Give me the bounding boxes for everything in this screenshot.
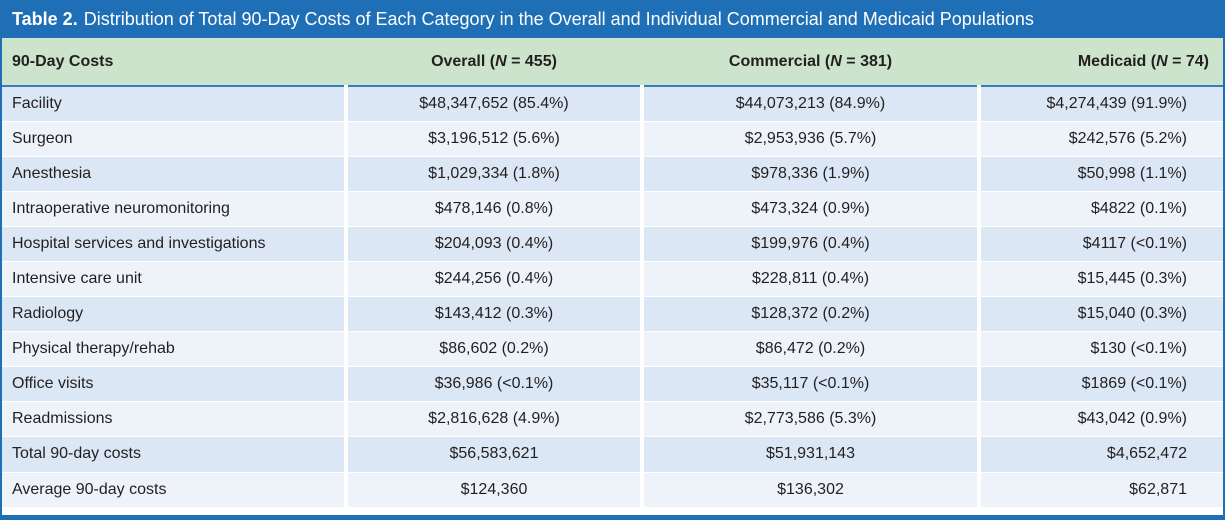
cell-commercial: $44,073,213 (84.9%) [640, 86, 979, 122]
cell-category: Total 90-day costs [2, 436, 346, 473]
table-caption: Distribution of Total 90-Day Costs of Ea… [83, 8, 1034, 29]
cell-medicaid: $130 (<0.1%) [977, 331, 1223, 368]
table-row: Radiology $143,412 (0.3%) $128,372 (0.2%) $… [2, 296, 1223, 333]
cell-medicaid: $15,445 (0.3%) [977, 261, 1223, 298]
cell-category: Intraoperative neuromonitoring [2, 191, 346, 227]
cell-category: Hospital services and investigations [2, 226, 346, 262]
cell-category: Physical therapy/rehab [2, 331, 346, 368]
cell-medicaid: $62,871 [977, 472, 1223, 508]
cell-overall: $478,146 (0.8%) [344, 191, 642, 227]
header-commercial: Commercial (N = 381) [642, 38, 979, 87]
cell-commercial: $2,773,586 (5.3%) [640, 401, 979, 438]
table-title: Table 2. Distribution of Total 90-Day Co… [2, 0, 1223, 38]
cell-medicaid: $4822 (0.1%) [977, 191, 1223, 227]
cell-medicaid: $4117 (<0.1%) [977, 226, 1223, 262]
table-body: Facility $48,347,652 (85.4%) $44,073,213 (… [2, 86, 1223, 508]
table-row: Office visits $36,986 (<0.1%) $35,117 (<0.… [2, 366, 1223, 403]
cell-commercial: $473,324 (0.9%) [640, 191, 979, 227]
header-costs: 90-Day Costs [2, 38, 346, 87]
table-row: Average 90-day costs $124,360 $136,302 $62,… [2, 472, 1223, 508]
cell-overall: $56,583,621 [344, 436, 642, 473]
cell-overall: $36,986 (<0.1%) [344, 366, 642, 403]
cell-commercial: $35,117 (<0.1%) [640, 366, 979, 403]
cell-medicaid: $242,576 (5.2%) [977, 121, 1223, 157]
cell-medicaid: $4,274,439 (91.9%) [977, 86, 1223, 122]
cell-overall: $124,360 [344, 472, 642, 508]
table-row: Intensive care unit $244,256 (0.4%) $228,8… [2, 261, 1223, 298]
table-row: Intraoperative neuromonitoring $478,146 (… [2, 191, 1223, 227]
cell-category: Facility [2, 86, 346, 122]
table-row: Facility $48,347,652 (85.4%) $44,073,213 (… [2, 86, 1223, 122]
cell-commercial: $199,976 (0.4%) [640, 226, 979, 262]
table-row: Surgeon $3,196,512 (5.6%) $2,953,936 (5.7%… [2, 121, 1223, 157]
cell-medicaid: $4,652,472 [977, 436, 1223, 473]
cell-overall: $1,029,334 (1.8%) [344, 156, 642, 192]
cell-overall: $143,412 (0.3%) [344, 296, 642, 333]
cell-overall: $2,816,628 (4.9%) [344, 401, 642, 438]
header-overall: Overall (N = 455) [346, 38, 642, 87]
cost-distribution-table: 90-Day Costs Overall (N = 455) Commercia… [2, 38, 1223, 508]
table-row: Anesthesia $1,029,334 (1.8%) $978,336 (1.9… [2, 156, 1223, 192]
cell-commercial: $2,953,936 (5.7%) [640, 121, 979, 157]
cell-category: Surgeon [2, 121, 346, 157]
cell-category: Average 90-day costs [2, 472, 346, 508]
cell-commercial: $136,302 [640, 472, 979, 508]
table-row: Total 90-day costs $56,583,621 $51,931,143… [2, 436, 1223, 473]
cell-category: Readmissions [2, 401, 346, 438]
cell-medicaid: $50,998 (1.1%) [977, 156, 1223, 192]
cell-category: Anesthesia [2, 156, 346, 192]
cell-overall: $48,347,652 (85.4%) [344, 86, 642, 122]
cell-overall: $3,196,512 (5.6%) [344, 121, 642, 157]
cell-commercial: $51,931,143 [640, 436, 979, 473]
cell-category: Intensive care unit [2, 261, 346, 298]
table-row: Physical therapy/rehab $86,602 (0.2%) $86,… [2, 331, 1223, 368]
cell-commercial: $128,372 (0.2%) [640, 296, 979, 333]
cell-category: Office visits [2, 366, 346, 403]
cell-commercial: $86,472 (0.2%) [640, 331, 979, 368]
cell-medicaid: $15,040 (0.3%) [977, 296, 1223, 333]
header-row: 90-Day Costs Overall (N = 455) Commercia… [2, 38, 1223, 87]
cell-overall: $86,602 (0.2%) [344, 331, 642, 368]
cell-commercial: $978,336 (1.9%) [640, 156, 979, 192]
cell-medicaid: $43,042 (0.9%) [977, 401, 1223, 438]
table-number: Table 2. [12, 8, 78, 29]
header-medicaid: Medicaid (N = 74) [979, 38, 1223, 87]
cell-commercial: $228,811 (0.4%) [640, 261, 979, 298]
cell-overall: $204,093 (0.4%) [344, 226, 642, 262]
table-row: Hospital services and investigations $204… [2, 226, 1223, 262]
cell-overall: $244,256 (0.4%) [344, 261, 642, 298]
cell-medicaid: $1869 (<0.1%) [977, 366, 1223, 403]
cell-category: Radiology [2, 296, 346, 333]
table-row: Readmissions $2,816,628 (4.9%) $2,773,586 … [2, 401, 1223, 438]
